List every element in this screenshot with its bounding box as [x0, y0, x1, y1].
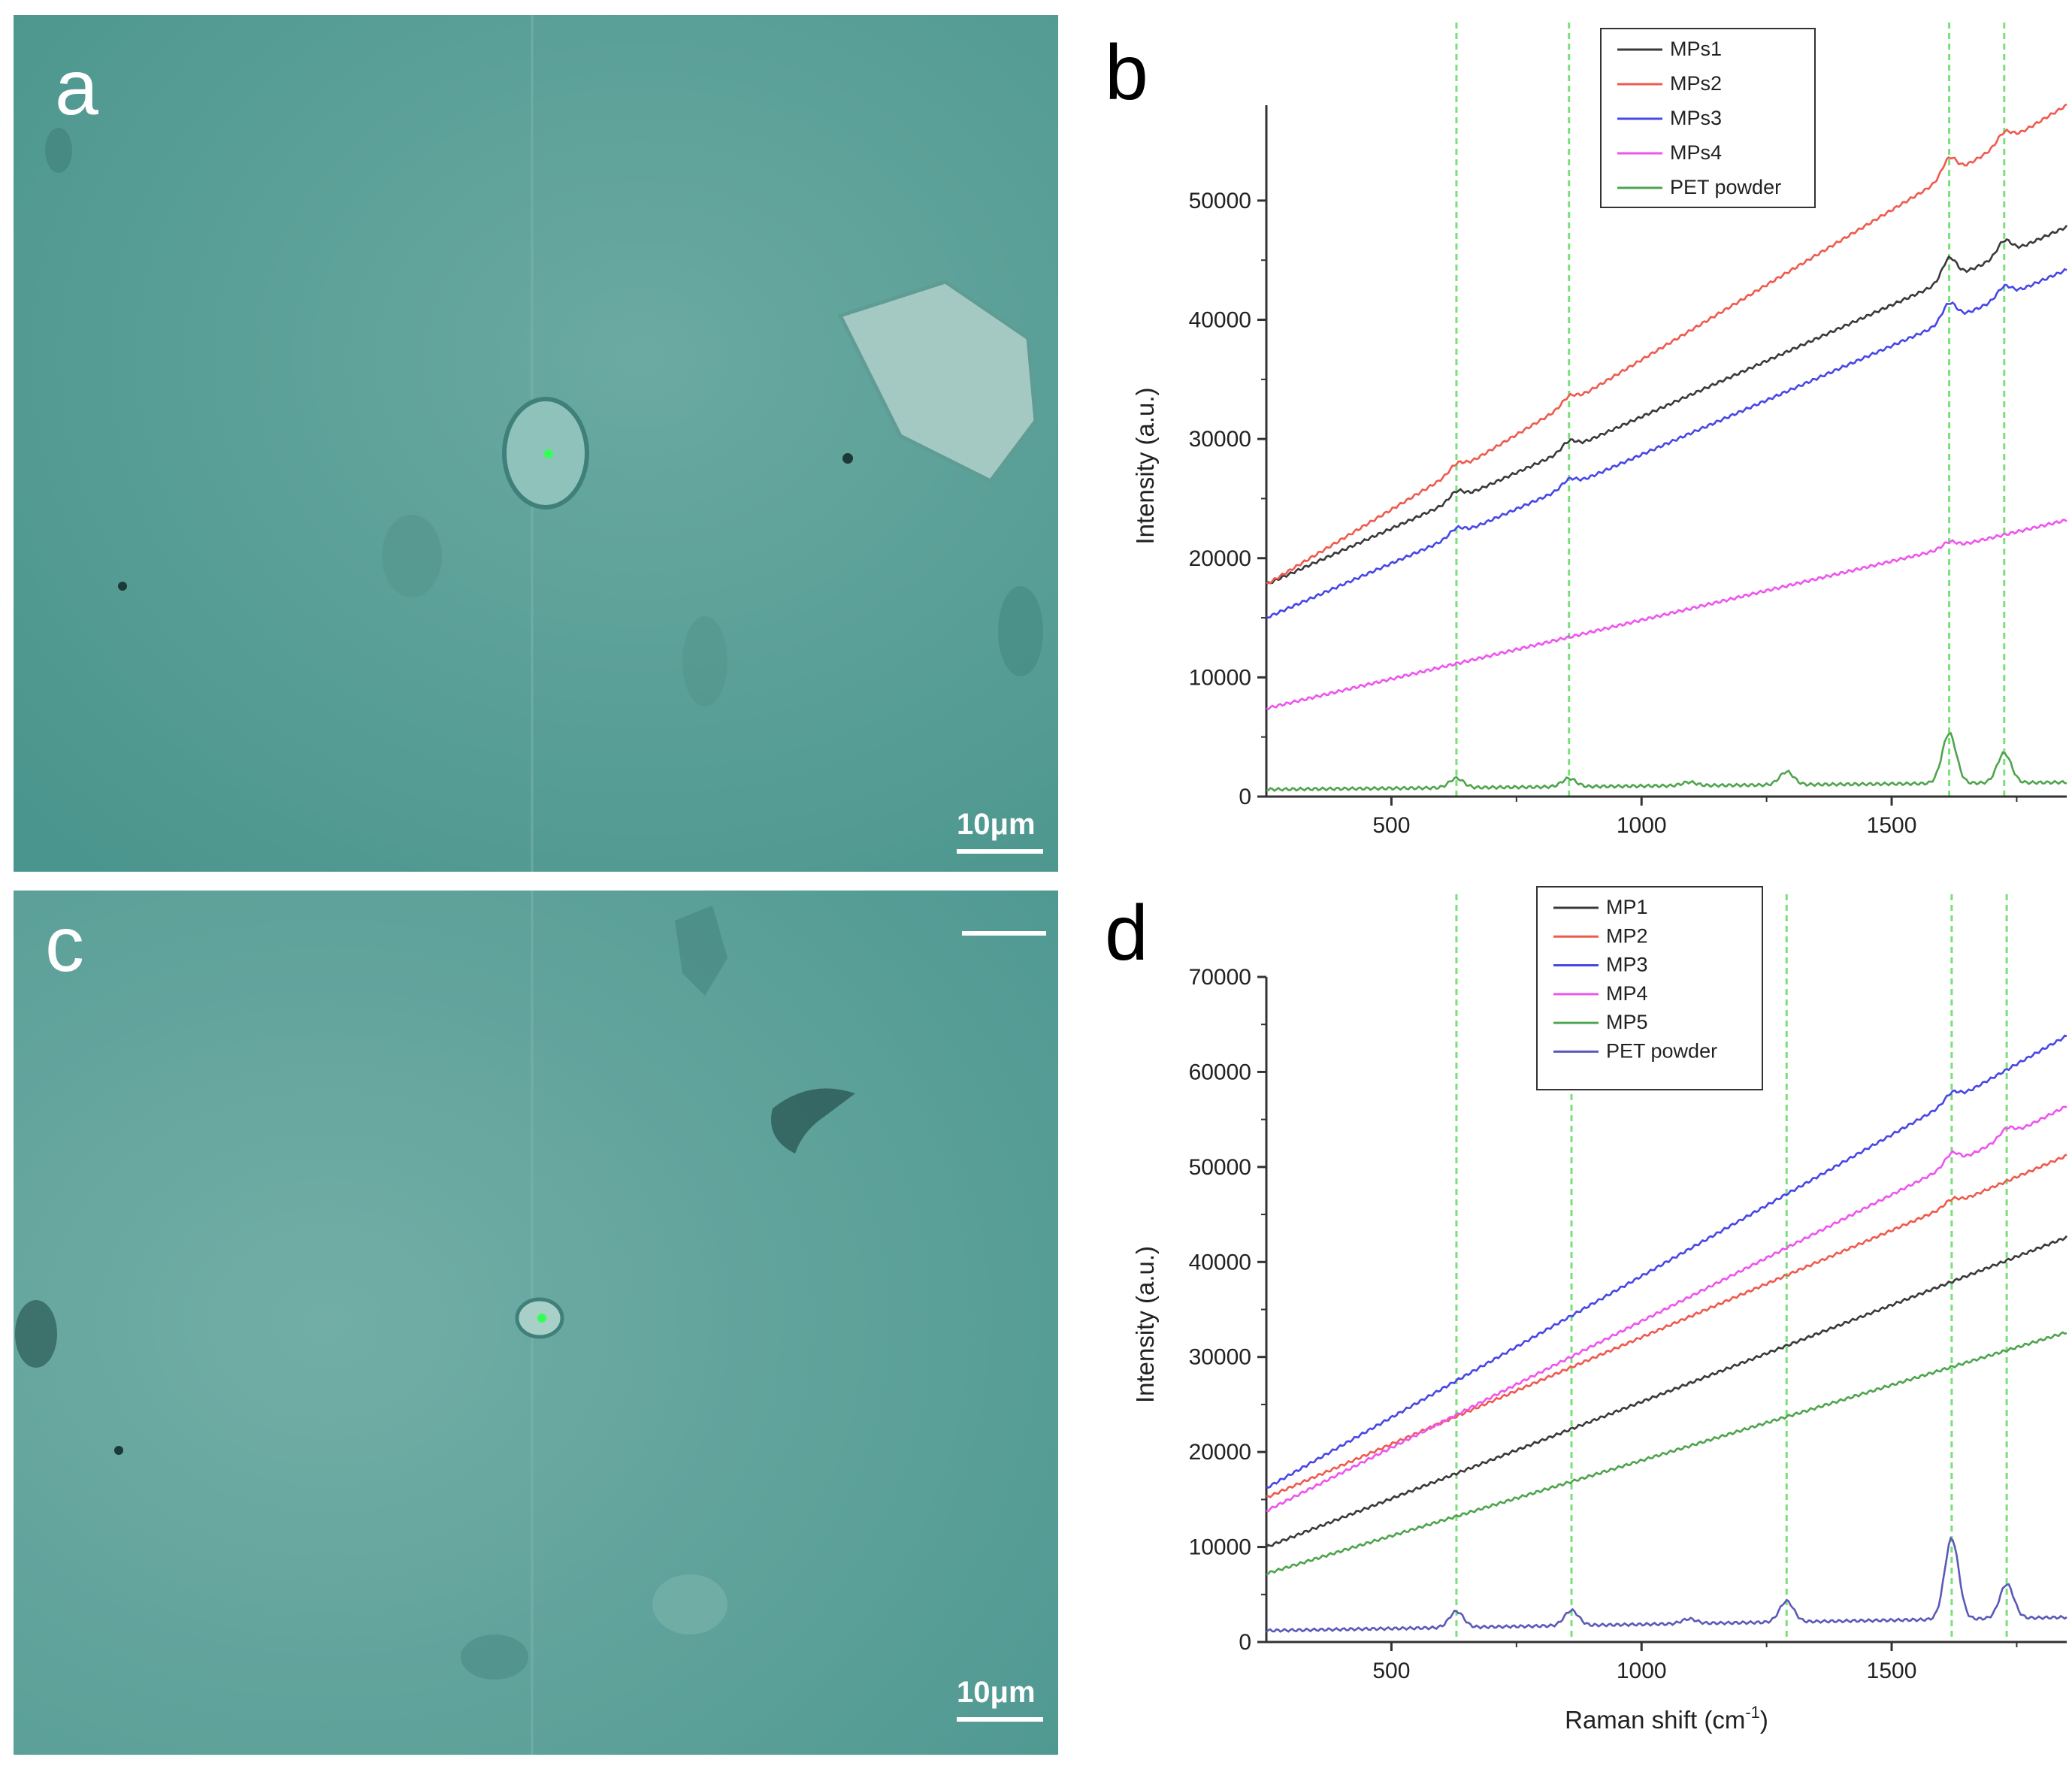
series-line-mp1 — [1266, 1235, 2067, 1548]
micrograph-a: a 10μm — [14, 15, 1058, 872]
y-tick-label: 70000 — [1189, 965, 1251, 990]
y-tick-label: 50000 — [1189, 189, 1251, 213]
micrograph-c-texture — [14, 891, 1058, 1755]
series-line-mps3 — [1266, 268, 2067, 619]
legend-label: MP5 — [1606, 1011, 1648, 1033]
x-tick-label: 1000 — [1617, 813, 1667, 838]
y-tick-label: 10000 — [1189, 1535, 1251, 1560]
panel-label-a: a — [55, 44, 98, 132]
scale-bar-a — [957, 849, 1043, 854]
y-tick-label: 30000 — [1189, 427, 1251, 452]
panel-label-b: b — [1105, 29, 1148, 116]
panel-label-d: d — [1105, 890, 1148, 977]
y-tick-label: 0 — [1239, 1630, 1251, 1655]
y-tick-label: 30000 — [1189, 1345, 1251, 1370]
micrograph-c: c 10μm — [14, 891, 1058, 1755]
y-tick-label: 50000 — [1189, 1155, 1251, 1180]
legend-label: MPs4 — [1670, 141, 1722, 164]
series-line-mps2 — [1266, 103, 2067, 585]
laser-spot-a — [544, 449, 553, 458]
series-line-mp5 — [1266, 1331, 2067, 1576]
micrograph-a-texture — [14, 15, 1058, 872]
x-tick-label: 1000 — [1617, 1659, 1667, 1683]
y-axis-label: Intensity (a.u.) — [1131, 387, 1159, 544]
x-tick-label: 1500 — [1867, 813, 1917, 838]
x-tick-label: 1500 — [1867, 1659, 1917, 1683]
scale-label-c: 10μm — [957, 1676, 1036, 1709]
raman-chart-b: 0 10000 20000 30000 40000 50000 500 1000 1500 Int… — [1131, 23, 2068, 838]
series-line-pet-powder — [1266, 1536, 2067, 1633]
legend-label: PET powder — [1670, 176, 1781, 198]
series-line-mps1 — [1266, 225, 2068, 585]
series-line-mp2 — [1266, 1154, 2067, 1498]
series-line-mp3 — [1266, 1034, 2067, 1489]
y-axis-label: Intensity (a.u.) — [1131, 1246, 1159, 1403]
y-tick-label: 60000 — [1189, 1060, 1251, 1084]
x-tick-label: 500 — [1372, 813, 1410, 838]
legend-label: PET powder — [1606, 1039, 1717, 1062]
x-axis-label: Raman shift (cm-1) — [1565, 1703, 1768, 1734]
series-line-mps4 — [1266, 519, 2067, 711]
x-tick-label: 500 — [1372, 1659, 1410, 1683]
legend-box — [1536, 886, 1763, 1090]
panel-label-c: c — [45, 901, 84, 988]
raman-chart-d: 0 10000 20000 30000 40000 50000 60000 70000 500 1… — [1131, 886, 2067, 1734]
scale-label-a: 10μm — [957, 808, 1036, 841]
legend-label: MPs1 — [1670, 38, 1722, 60]
laser-spot-c — [537, 1314, 546, 1323]
y-tick-label: 20000 — [1189, 1440, 1251, 1465]
legend-label: MPs3 — [1670, 107, 1722, 129]
legend-label: MP2 — [1606, 924, 1648, 947]
legend-label: MP3 — [1606, 954, 1648, 976]
y-tick-label: 20000 — [1189, 546, 1251, 571]
large-particle-a — [837, 280, 1038, 484]
y-tick-label: 10000 — [1189, 665, 1251, 690]
scale-bar-c-top — [962, 931, 1046, 936]
y-tick-label: 40000 — [1189, 1250, 1251, 1275]
y-tick-label: 40000 — [1189, 308, 1251, 333]
series-line-mp4 — [1266, 1105, 2067, 1513]
series-line-pet-powder — [1266, 731, 2067, 792]
legend-label: MPs2 — [1670, 72, 1722, 95]
scale-bar-c — [957, 1717, 1043, 1722]
y-tick-label: 0 — [1239, 785, 1251, 809]
legend-label: MP1 — [1606, 896, 1648, 918]
legend-label: MP4 — [1606, 982, 1648, 1005]
